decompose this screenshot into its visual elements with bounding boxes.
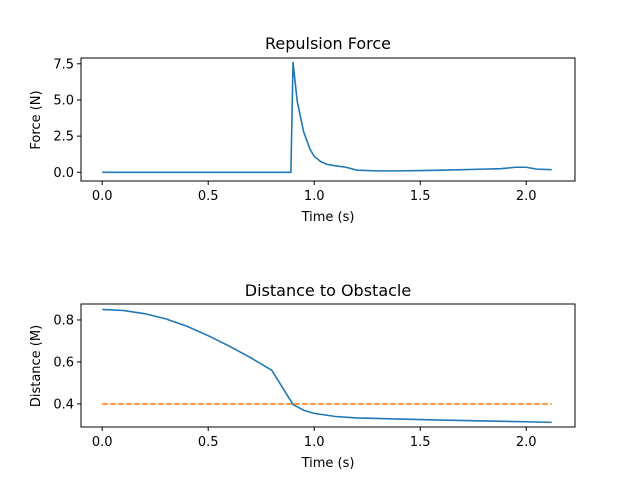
force-xtick-label: 2.0 — [516, 189, 537, 204]
distance-xtick-label: 0.0 — [92, 435, 113, 450]
force-chart-ylabel: Force (N) — [29, 90, 44, 149]
force-ticks-group: 0.0 0.5 1.0 1.5 2.0 0.0 2.5 5.0 7.5 — [53, 57, 536, 204]
distance-series-group — [102, 308, 552, 424]
distance-series-line-0 — [102, 308, 552, 424]
distance-ytick-label: 0.8 — [53, 313, 74, 328]
force-ytick-label: 0.0 — [53, 166, 74, 181]
force-chart-frame — [80, 57, 576, 182]
force-xtick-label: 1.0 — [304, 189, 325, 204]
force-xtick-label: 0.0 — [92, 189, 113, 204]
force-series-line-0 — [102, 61, 552, 174]
distance-ticks-group: 0.0 0.5 1.0 1.5 2.0 0.4 0.6 0.8 — [53, 313, 536, 450]
distance-chart-frame — [80, 303, 576, 428]
force-series-group — [102, 61, 552, 174]
force-ytick-label: 5.0 — [53, 93, 74, 108]
force-ytick-label: 7.5 — [53, 57, 74, 72]
force-chart-title: Repulsion Force — [265, 34, 391, 53]
force-xtick-label: 1.5 — [410, 189, 431, 204]
distance-xtick-label: 1.5 — [410, 435, 431, 450]
distance-xtick-label: 1.0 — [304, 435, 325, 450]
distance-chart: Distance to Obstacle Time (s) Distance (… — [29, 281, 576, 471]
force-chart: Repulsion Force Time (s) Force (N) 0.0 0.… — [29, 34, 576, 225]
force-chart-xlabel: Time (s) — [301, 210, 355, 225]
distance-xtick-label: 2.0 — [516, 435, 537, 450]
force-xtick-label: 0.5 — [198, 189, 219, 204]
force-ytick-label: 2.5 — [53, 130, 74, 145]
distance-ytick-label: 0.4 — [53, 397, 74, 412]
distance-chart-xlabel: Time (s) — [301, 456, 355, 471]
distance-xtick-label: 0.5 — [198, 435, 219, 450]
distance-ytick-label: 0.6 — [53, 355, 74, 370]
distance-chart-title: Distance to Obstacle — [245, 281, 411, 300]
distance-chart-ylabel: Distance (M) — [29, 325, 44, 407]
